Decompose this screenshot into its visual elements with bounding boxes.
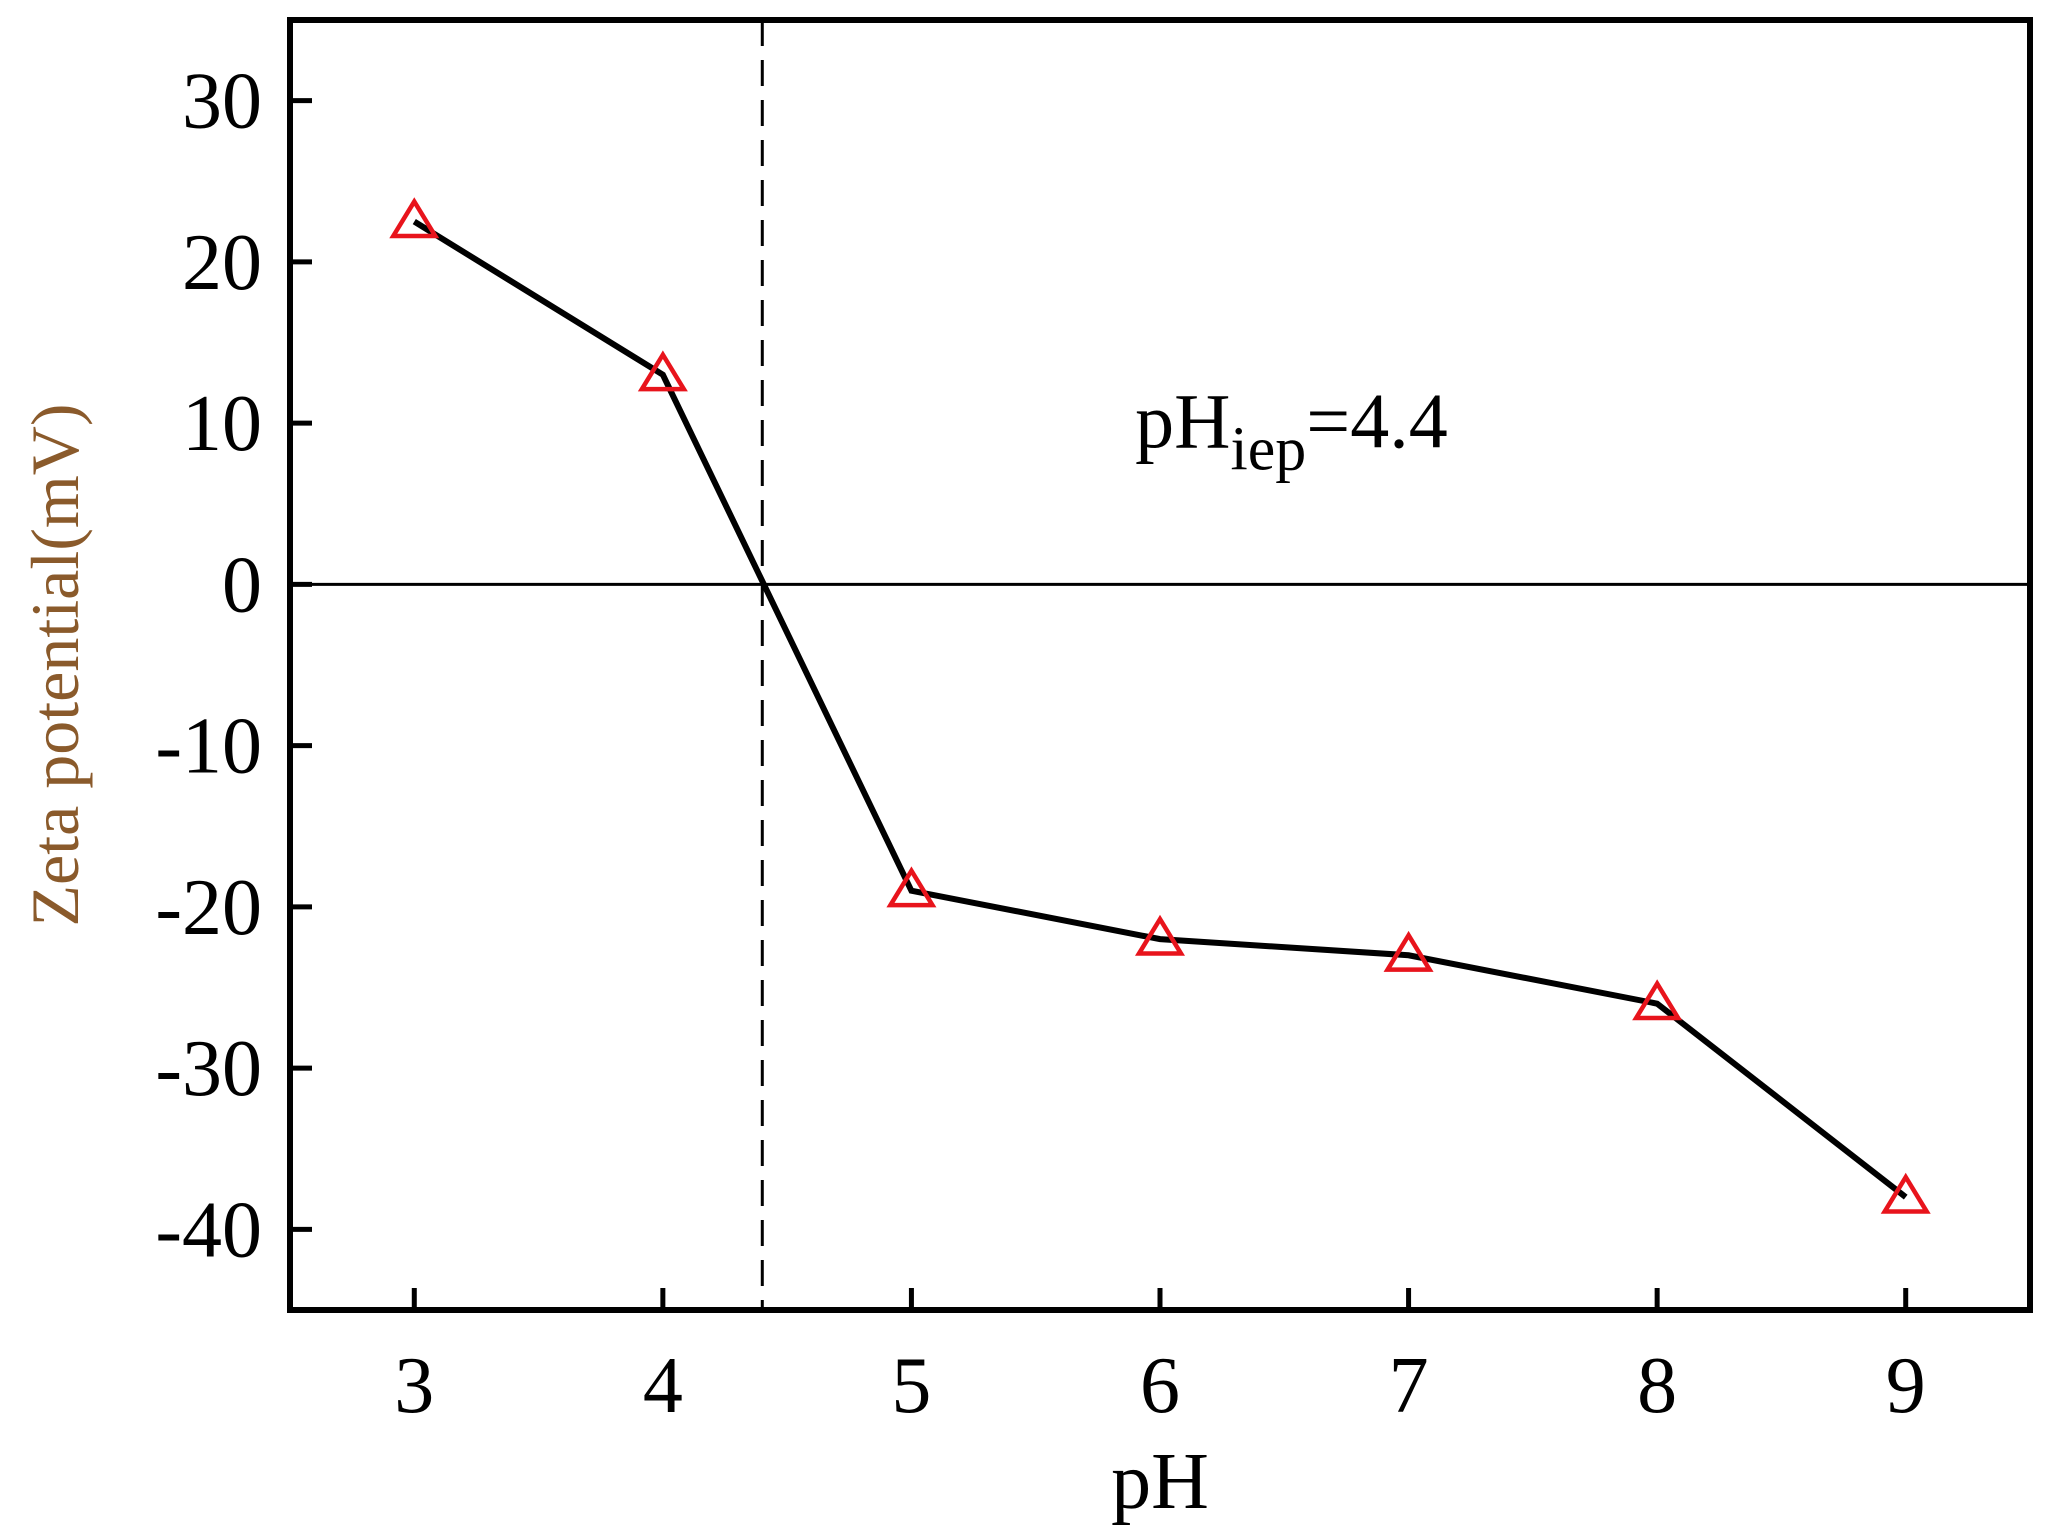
- x-axis-label: pH: [1111, 1438, 1209, 1526]
- data-point-marker: [637, 350, 688, 392]
- y-axis-label: Zeta potential(mV): [17, 403, 93, 926]
- y-tick-label: -40: [155, 1186, 262, 1274]
- x-tick-label: 6: [1140, 1342, 1180, 1430]
- y-tick-label: 20: [182, 219, 262, 307]
- x-tick-label: 3: [394, 1342, 434, 1430]
- data-point-marker: [1134, 914, 1186, 956]
- y-tick-label: -30: [155, 1025, 262, 1113]
- data-point-marker: [1383, 930, 1434, 972]
- reference-lines: [290, 20, 2030, 1310]
- data-point-marker: [1880, 1172, 1931, 1214]
- isoelectric-point-annotation: pHiep=4.4: [1135, 377, 1448, 483]
- series-line: [412, 219, 1908, 1200]
- x-tick-label: 7: [1389, 1342, 1429, 1430]
- y-tick-label: 10: [182, 380, 262, 468]
- series-group: [389, 197, 1931, 1214]
- annotation-subscript: iep: [1230, 415, 1306, 483]
- annotation-suffix: =4.4: [1306, 377, 1448, 464]
- y-tick-label: -10: [155, 703, 262, 791]
- x-tick-label: 4: [643, 1342, 683, 1430]
- x-tick-label: 5: [891, 1342, 931, 1430]
- y-tick-label: -20: [155, 864, 262, 952]
- y-tick-label: 30: [182, 58, 262, 146]
- y-tick-label: 0: [222, 541, 262, 629]
- data-point-marker: [1632, 979, 1683, 1021]
- x-tick-label: 8: [1637, 1342, 1677, 1430]
- data-point-marker: [886, 866, 937, 908]
- axes: 3 4 5 6 7 8 9 30 20 10 0 -10 -20 -30 -40: [155, 17, 2033, 1430]
- x-tick-label: 9: [1886, 1342, 1926, 1430]
- data-point-marker: [389, 197, 440, 239]
- annotation-base: pH: [1135, 377, 1230, 464]
